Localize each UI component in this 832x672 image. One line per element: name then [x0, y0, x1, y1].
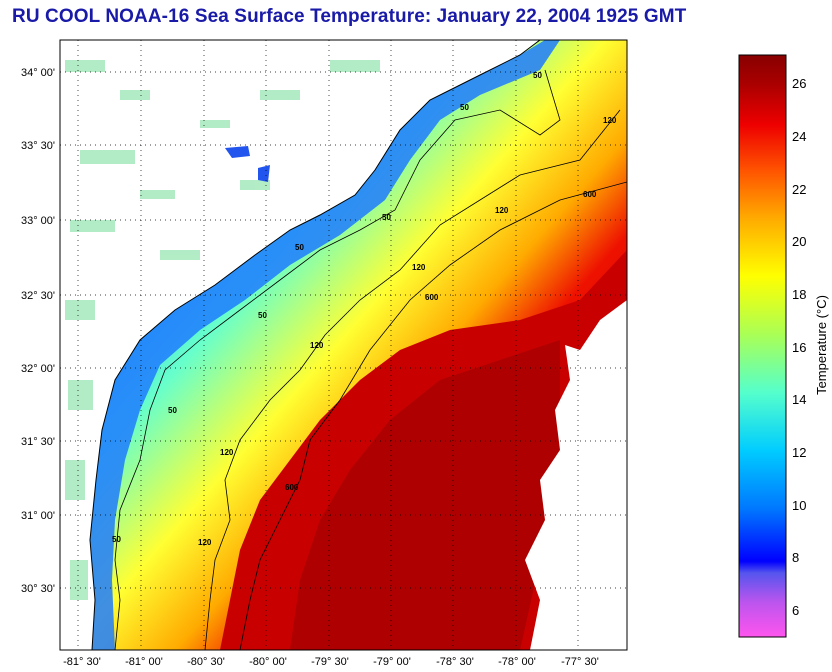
lon-label: -80° 00' — [249, 656, 287, 668]
lon-label: -78° 00' — [498, 656, 536, 668]
lon-label: -80° 30' — [187, 656, 225, 668]
lat-label: 31° 30' — [21, 436, 55, 448]
colorbar — [738, 54, 787, 638]
lat-label: 30° 30' — [21, 583, 55, 595]
map-border — [59, 39, 628, 651]
contour-50m — [114, 69, 561, 650]
svg-text:120: 120 — [412, 263, 426, 272]
contour-labels: 50 50 50 50 50 50 50 120 120 120 120 120… — [112, 71, 617, 547]
svg-text:120: 120 — [495, 206, 509, 215]
svg-text:50: 50 — [382, 213, 391, 222]
lake — [225, 146, 250, 158]
svg-text:600: 600 — [425, 293, 439, 302]
svg-text:50: 50 — [533, 71, 542, 80]
lon-label: -79° 00' — [373, 656, 411, 668]
latitude-labels: 34° 00' 33° 30' 33° 00' 32° 30' 32° 00' … — [21, 67, 55, 595]
svg-text:50: 50 — [460, 103, 469, 112]
colorbar-tick-label: 10 — [792, 498, 806, 513]
svg-text:50: 50 — [168, 406, 177, 415]
lake — [258, 165, 270, 182]
colorbar-ticks: 26 24 22 20 18 16 14 12 10 8 6 — [792, 76, 806, 618]
map-title: RU COOL NOAA-16 Sea Surface Temperature:… — [12, 6, 687, 27]
no-data-region — [525, 300, 627, 650]
land — [60, 40, 540, 650]
lat-label: 32° 00' — [21, 363, 55, 375]
lon-label: -79° 30' — [311, 656, 349, 668]
colorbar-label: Temperature (°C) — [814, 295, 829, 395]
colorbar-tick-label: 26 — [792, 76, 806, 91]
land-speckles — [65, 60, 380, 600]
longitude-labels: -81° 30' -81° 00' -80° 30' -80° 00' -79°… — [63, 656, 599, 668]
contour-120m — [204, 109, 621, 650]
colorbar-tick-label: 24 — [792, 129, 806, 144]
svg-text:600: 600 — [583, 190, 597, 199]
svg-text:120: 120 — [220, 448, 234, 457]
svg-text:50: 50 — [112, 535, 121, 544]
lon-label: -78° 30' — [436, 656, 474, 668]
svg-text:120: 120 — [603, 116, 617, 125]
svg-text:50: 50 — [295, 243, 304, 252]
svg-text:120: 120 — [310, 341, 324, 350]
colorbar-tick-label: 12 — [792, 445, 806, 460]
lon-label: -81° 00' — [125, 656, 163, 668]
svg-text:120: 120 — [198, 538, 212, 547]
lat-label: 31° 00' — [21, 510, 55, 522]
colorbar-tick-label: 14 — [792, 392, 806, 407]
lat-label: 33° 30' — [21, 140, 55, 152]
colorbar-tick-label: 6 — [792, 603, 799, 618]
lat-label: 32° 30' — [21, 290, 55, 302]
colorbar-tick-label: 22 — [792, 182, 806, 197]
lon-label: -81° 30' — [63, 656, 101, 668]
graticule — [60, 40, 627, 650]
colorbar-tick-label: 18 — [792, 287, 806, 302]
svg-text:50: 50 — [258, 311, 267, 320]
coastline — [89, 40, 541, 650]
lon-label: -77° 30' — [561, 656, 599, 668]
svg-text:600: 600 — [285, 483, 299, 492]
colorbar-tick-label: 16 — [792, 340, 806, 355]
lat-label: 34° 00' — [21, 67, 55, 79]
gulf-stream-inner — [290, 340, 560, 650]
colorbar-tick-label: 8 — [792, 550, 799, 565]
colorbar-tick-label: 20 — [792, 234, 806, 249]
lat-label: 33° 00' — [21, 215, 55, 227]
contour-600m — [239, 181, 627, 650]
